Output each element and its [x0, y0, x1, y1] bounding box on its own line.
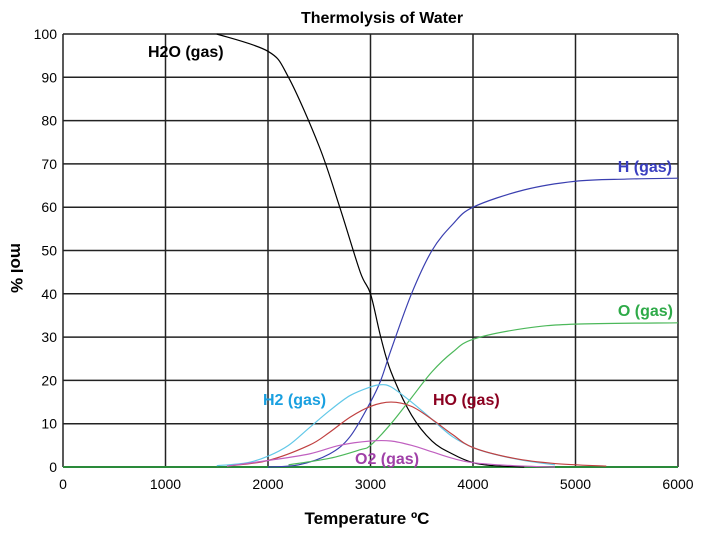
x-tick-label: 4000 [457, 476, 488, 492]
chart-title: Thermolysis of Water [301, 10, 463, 27]
series-label-h-gas: H (gas) [618, 159, 672, 176]
series-line-o-gas [288, 322, 679, 466]
y-tick-label: 50 [41, 243, 57, 259]
y-tick-label: 60 [41, 199, 57, 215]
x-tick-label: 6000 [662, 476, 693, 492]
series-label-o-gas: O (gas) [618, 303, 673, 320]
x-tick-label: 2000 [252, 476, 283, 492]
x-tick-label: 0 [59, 476, 67, 492]
x-axis-label: Temperature ºC [305, 509, 430, 528]
y-tick-label: 40 [41, 286, 57, 302]
series-labels: H2O (gas) H (gas) O (gas) H2 (gas) HO (gas) O… [148, 44, 673, 468]
y-axis-label: mol % [7, 243, 26, 293]
y-tick-label: 30 [41, 329, 57, 345]
y-tick-label: 10 [41, 416, 57, 432]
x-tick-label: 5000 [560, 476, 591, 492]
series-lines [216, 33, 679, 468]
y-tick-label: 70 [41, 156, 57, 172]
y-tick-label: 90 [41, 69, 57, 85]
series-label-ho-gas: HO (gas) [433, 392, 500, 409]
series-label-h2o-gas: H2O (gas) [148, 44, 224, 61]
y-tick-label: 100 [34, 26, 58, 42]
x-tick-label: 1000 [150, 476, 181, 492]
y-tick-label: 0 [49, 459, 57, 475]
series-label-h2-gas: H2 (gas) [263, 392, 326, 409]
series-line-ho-gas [226, 401, 607, 467]
tick-labels: 0 1000 2000 3000 4000 5000 6000 0 10 20 30 40 50 60 70… [34, 26, 694, 492]
series-line-o2-gas [226, 439, 556, 468]
y-tick-label: 80 [41, 113, 57, 129]
series-line-h2o-gas [216, 33, 525, 468]
grid [62, 33, 679, 468]
series-line-h-gas [267, 177, 679, 468]
series-label-o2-gas: O2 (gas) [355, 451, 419, 468]
y-tick-label: 20 [41, 372, 57, 388]
x-tick-label: 3000 [355, 476, 386, 492]
